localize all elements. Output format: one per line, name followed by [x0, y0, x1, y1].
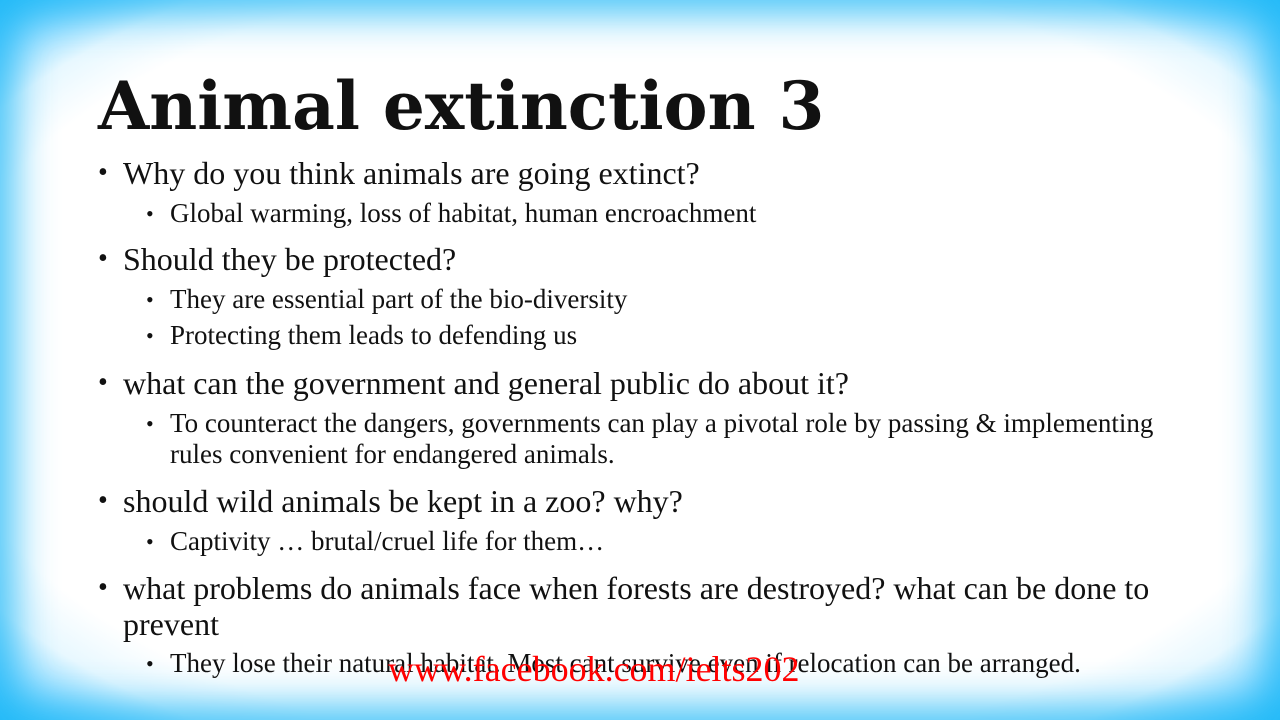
answer-5-1: They lose their natural habitat. Most ca…	[146, 648, 1160, 679]
question-3: what can the government and general publ…	[98, 365, 1203, 401]
answer-4-1: Captivity … brutal/cruel life for them…	[146, 526, 1170, 557]
question-1: Why do you think animals are going extin…	[98, 155, 1203, 191]
answer-2-2: Protecting them leads to defending us	[146, 320, 1170, 351]
question-2: Should they be protected?	[98, 241, 1203, 277]
answer-3-1: To counteract the dangers, governments c…	[146, 408, 1170, 470]
question-5: what problems do animals face when fores…	[98, 570, 1193, 642]
question-4: should wild animals be kept in a zoo? wh…	[98, 483, 1203, 519]
slide-title: Animal extinction 3	[98, 67, 825, 145]
answer-2-1: They are essential part of the bio-diver…	[146, 284, 1170, 315]
answer-1-1: Global warming, loss of habitat, human e…	[146, 198, 1170, 229]
watermark-link: www.facebook.com/ielts202	[388, 649, 800, 689]
